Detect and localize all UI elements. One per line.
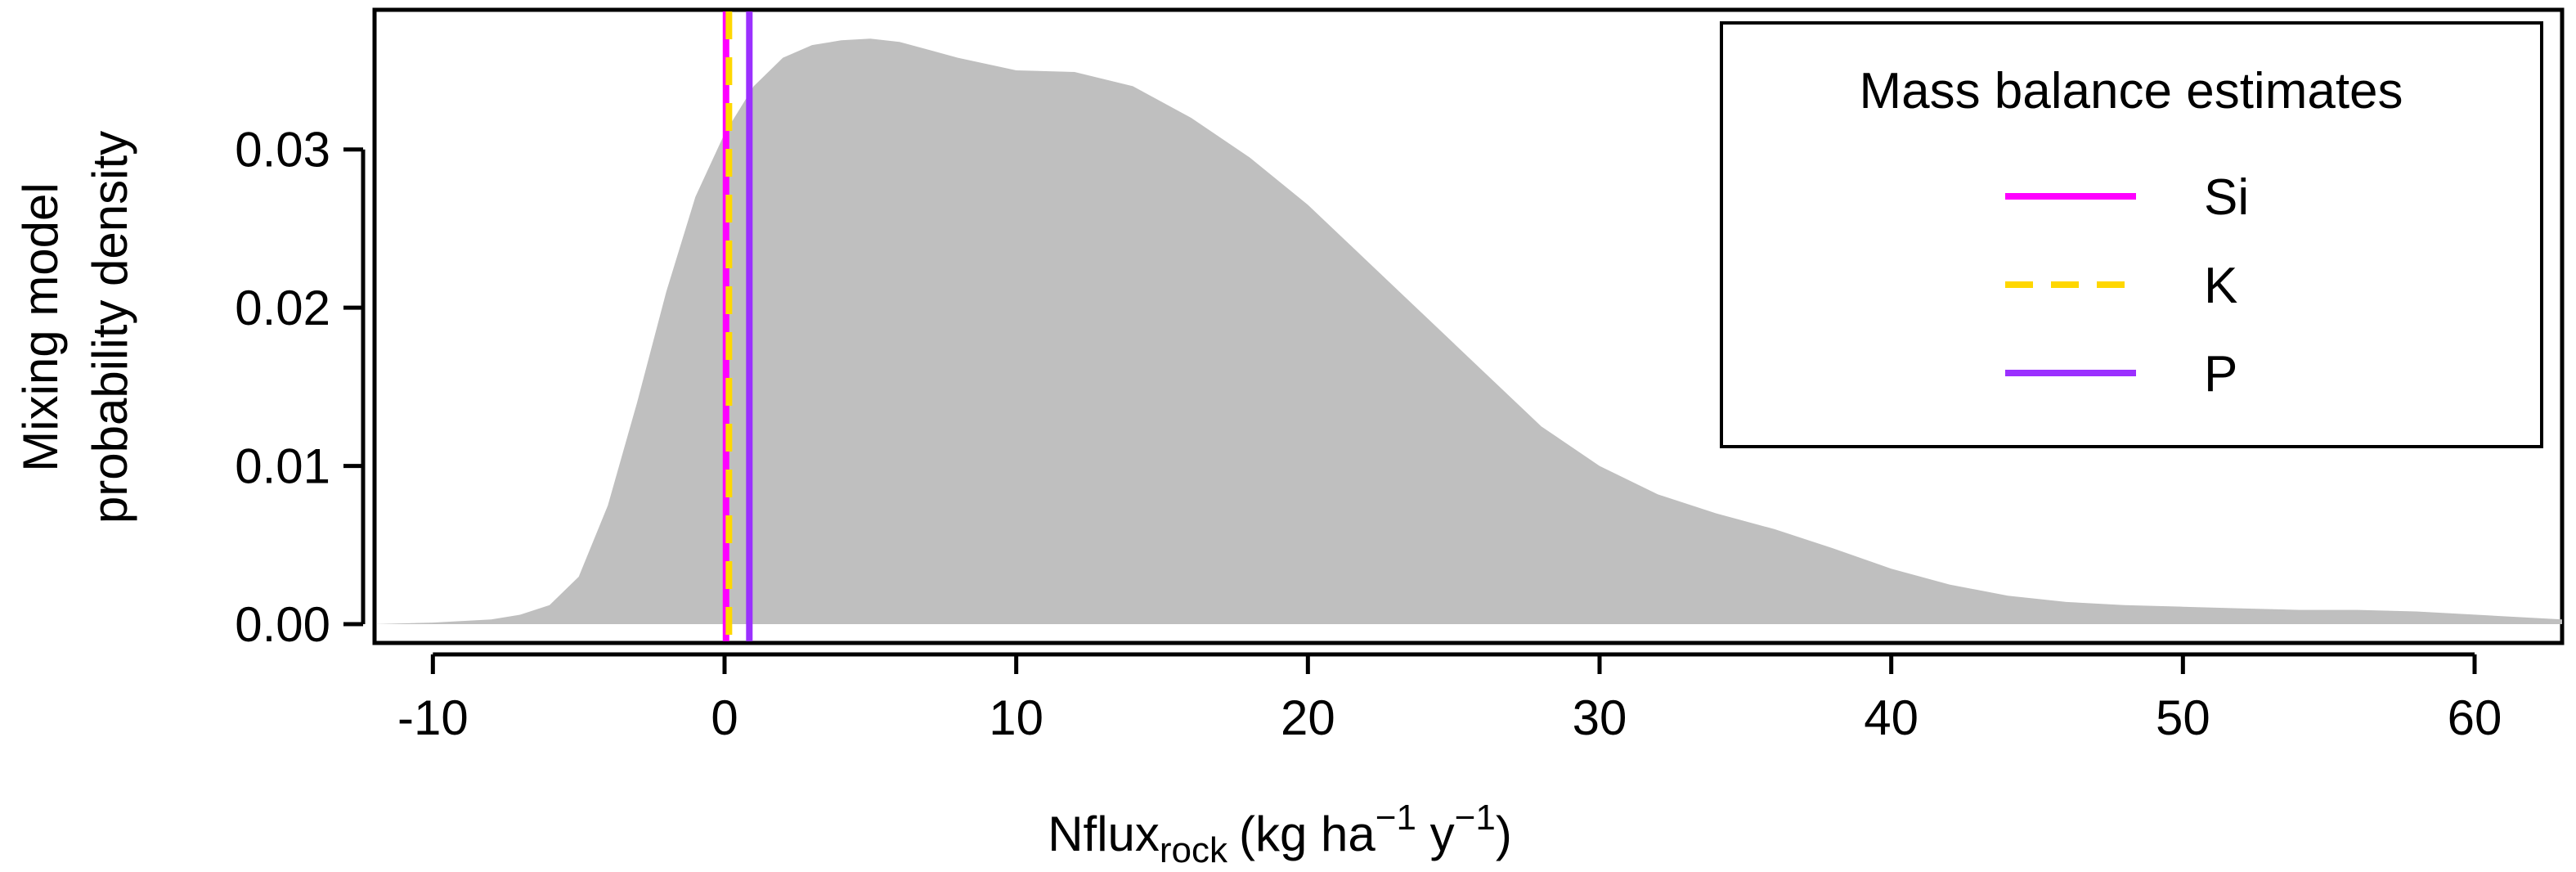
x-axis-title-superscript-2: −1 bbox=[1455, 798, 1496, 838]
x-tick-label: -10 bbox=[397, 690, 469, 745]
y-tick-label: 0.02 bbox=[235, 281, 330, 335]
x-tick-label: 30 bbox=[1573, 690, 1627, 745]
legend-label-si: Si bbox=[2204, 169, 2249, 226]
y-axis: 0.00 0.01 0.02 0.03 bbox=[235, 123, 366, 652]
x-axis-title: Nfluxrock (kg ha−1 y−1) bbox=[1048, 798, 1512, 870]
legend-label-k: K bbox=[2204, 258, 2237, 314]
x-tick-label: 60 bbox=[2448, 690, 2502, 745]
density-area-layer bbox=[375, 38, 2562, 625]
y-axis-title-line2: probability density bbox=[83, 131, 137, 524]
legend: Mass balance estimates Si KP bbox=[1720, 21, 2543, 448]
x-axis-title-subscript: rock bbox=[1160, 830, 1228, 870]
plot-area-frame bbox=[372, 7, 2565, 645]
x-tick-label: 50 bbox=[2156, 690, 2210, 745]
x-axis: -10 0 10 20 30 40 50 60 bbox=[397, 652, 2502, 745]
reference-lines-layer bbox=[722, 11, 753, 641]
y-tick-label: 0.01 bbox=[235, 439, 330, 494]
y-axis-title-line1: Mixing model bbox=[13, 182, 68, 471]
y-tick-label: 0.03 bbox=[235, 123, 330, 178]
x-axis-title-close: ) bbox=[1496, 807, 1512, 861]
density-area bbox=[375, 38, 2562, 625]
y-tick-label: 0.00 bbox=[235, 597, 330, 652]
x-axis-title-superscript-1: −1 bbox=[1376, 798, 1416, 838]
legend-label-p: P bbox=[2204, 346, 2237, 402]
x-tick-label: 40 bbox=[1864, 690, 1919, 745]
legend-title: Mass balance estimates bbox=[1859, 63, 2403, 119]
x-tick-label: 20 bbox=[1281, 690, 1335, 745]
legend-entries: Si KP bbox=[2005, 169, 2249, 402]
x-axis-title-units: (kg ha bbox=[1239, 807, 1376, 861]
x-axis-title-main: Nflux bbox=[1048, 807, 1160, 861]
x-tick-label: 10 bbox=[989, 690, 1043, 745]
x-tick-label: 0 bbox=[711, 690, 738, 745]
x-axis-title-units-y: y bbox=[1416, 807, 1455, 861]
